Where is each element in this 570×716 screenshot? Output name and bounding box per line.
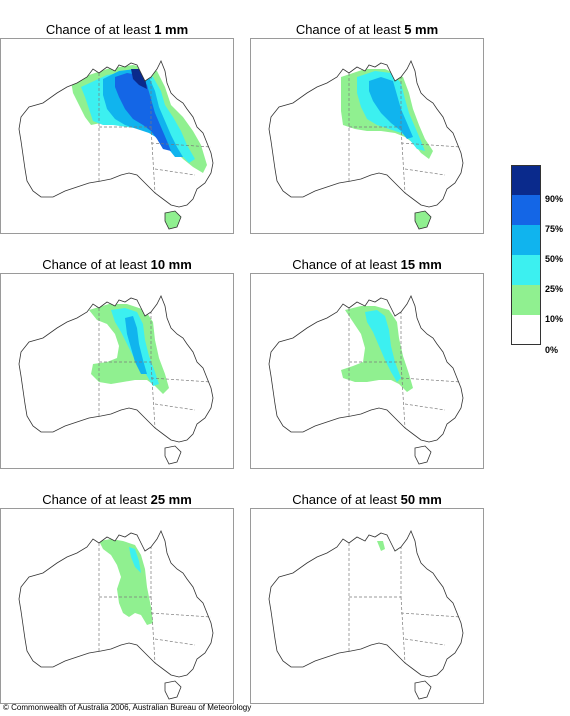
australia-map xyxy=(0,273,234,469)
legend-label: 50% xyxy=(545,254,564,264)
tasmania xyxy=(414,445,432,465)
legend-label: 25% xyxy=(545,284,564,294)
probability-legend: 90% 75% 50% 25% 10% 0% xyxy=(511,165,570,355)
coastline xyxy=(268,60,464,208)
state-border xyxy=(154,638,196,646)
probability-shading xyxy=(89,304,169,394)
probability-shading xyxy=(71,65,207,173)
australia-map-svg xyxy=(18,295,214,465)
probability-shading xyxy=(341,306,413,392)
state-border xyxy=(400,596,406,664)
tasmania xyxy=(164,210,182,230)
map-panel-50mm: Chance of at least 50 mm xyxy=(250,490,484,704)
coastline xyxy=(18,60,214,208)
legend-swatch-10 xyxy=(511,285,541,315)
australia-map xyxy=(250,38,484,234)
state-border xyxy=(150,361,156,429)
australia-map xyxy=(0,508,234,704)
state-border xyxy=(400,126,406,194)
shading-region xyxy=(99,539,153,625)
state-border xyxy=(150,612,212,618)
tasmania xyxy=(414,680,432,700)
australia-map-svg xyxy=(268,530,464,700)
shading-region xyxy=(129,547,141,573)
shading-region xyxy=(115,73,171,151)
legend-label: 90% xyxy=(545,194,564,204)
state-border xyxy=(404,403,446,411)
tasmania xyxy=(164,445,182,465)
tasmania xyxy=(414,210,432,230)
mainland-land xyxy=(269,531,463,677)
coastline xyxy=(268,295,464,443)
panel-title: Chance of at least 25 mm xyxy=(42,492,192,507)
coastline xyxy=(18,530,214,678)
shading-region xyxy=(377,541,385,551)
australia-map-svg xyxy=(18,530,214,700)
legend-swatch-0 xyxy=(511,315,541,345)
mainland-land xyxy=(19,531,213,677)
state-border xyxy=(400,377,462,383)
state-border xyxy=(404,168,446,176)
probability-shading xyxy=(99,539,153,625)
state-border xyxy=(150,142,212,148)
legend-swatch-50 xyxy=(511,225,541,255)
shading-region xyxy=(125,316,147,374)
tasmania xyxy=(164,680,182,700)
australia-map xyxy=(250,273,484,469)
legend-label: 0% xyxy=(545,345,559,355)
legend-label: 75% xyxy=(545,224,564,234)
state-border xyxy=(400,142,462,148)
panel-title: Chance of at least 15 mm xyxy=(292,257,442,272)
map-panel-25mm: Chance of at least 25 mm xyxy=(0,490,234,704)
coastline xyxy=(18,295,214,443)
shading-region xyxy=(369,77,413,139)
state-border xyxy=(150,596,156,664)
map-panel-10mm: Chance of at least 10 mm xyxy=(0,255,234,469)
mainland-land xyxy=(269,61,463,207)
panel-title: Chance of at least 1 mm xyxy=(45,22,189,37)
panel-title: Chance of at least 5 mm xyxy=(295,22,439,37)
probability-shading xyxy=(341,69,433,159)
legend-label: 10% xyxy=(545,314,564,324)
map-panel-15mm: Chance of at least 15 mm xyxy=(250,255,484,469)
state-border xyxy=(150,377,212,383)
panel-title: Chance of at least 50 mm xyxy=(292,492,442,507)
shading-region xyxy=(365,310,401,382)
australia-map-svg xyxy=(268,295,464,465)
state-border xyxy=(154,403,196,411)
state-border xyxy=(404,638,446,646)
state-border xyxy=(400,361,406,429)
coastline xyxy=(268,530,464,678)
state-border xyxy=(400,612,462,618)
australia-map-svg xyxy=(268,60,464,230)
map-panel-5mm: Chance of at least 5 mm xyxy=(250,20,484,234)
copyright-notice: © Commonwealth of Australia 2006, Austra… xyxy=(3,703,252,712)
australia-map xyxy=(250,508,484,704)
state-border xyxy=(150,126,156,194)
panel-title: Chance of at least 10 mm xyxy=(42,257,192,272)
map-panel-1mm: Chance of at least 1 mm xyxy=(0,20,234,234)
australia-map xyxy=(0,38,234,234)
legend-swatch-75 xyxy=(511,195,541,225)
australia-map-svg xyxy=(18,60,214,230)
state-border xyxy=(154,168,196,176)
legend-swatch-90 xyxy=(511,165,541,195)
legend-swatch-25 xyxy=(511,255,541,285)
